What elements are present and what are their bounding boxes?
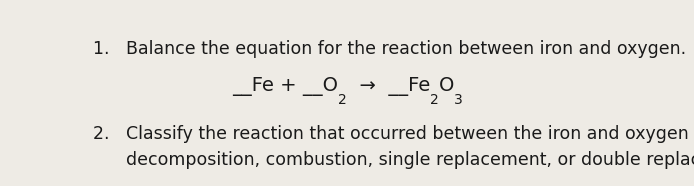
Text: 3: 3: [454, 93, 463, 107]
Text: O: O: [439, 76, 454, 95]
Text: 2: 2: [430, 93, 439, 107]
Text: →  __Fe: → __Fe: [347, 77, 430, 96]
Text: decomposition, combustion, single replacement, or double replacement).: decomposition, combustion, single replac…: [93, 151, 694, 169]
Text: __Fe + __O: __Fe + __O: [232, 77, 338, 96]
Text: 2.   Classify the reaction that occurred between the iron and oxygen (synthesis,: 2. Classify the reaction that occurred b…: [93, 125, 694, 143]
Text: 1.   Balance the equation for the reaction between iron and oxygen.: 1. Balance the equation for the reaction…: [93, 39, 686, 57]
Text: 2: 2: [338, 93, 347, 107]
